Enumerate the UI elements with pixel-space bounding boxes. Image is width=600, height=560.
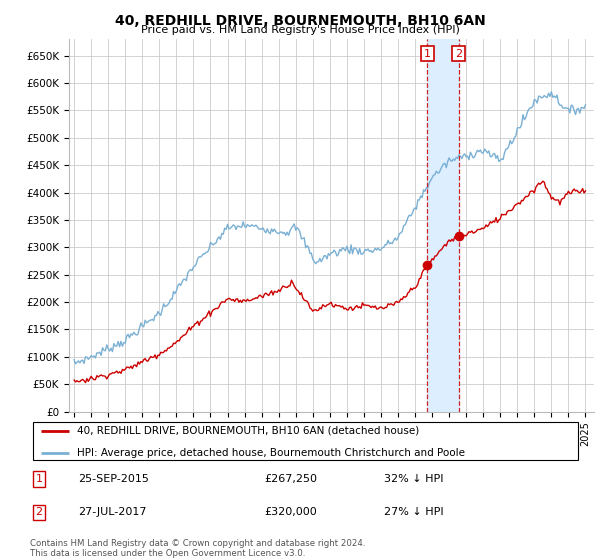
Text: 1: 1 bbox=[35, 474, 43, 484]
Text: 25-SEP-2015: 25-SEP-2015 bbox=[78, 474, 149, 484]
Text: 40, REDHILL DRIVE, BOURNEMOUTH, BH10 6AN: 40, REDHILL DRIVE, BOURNEMOUTH, BH10 6AN bbox=[115, 14, 485, 28]
Text: HPI: Average price, detached house, Bournemouth Christchurch and Poole: HPI: Average price, detached house, Bour… bbox=[77, 448, 465, 458]
Text: 40, REDHILL DRIVE, BOURNEMOUTH, BH10 6AN (detached house): 40, REDHILL DRIVE, BOURNEMOUTH, BH10 6AN… bbox=[77, 426, 419, 436]
Text: 2: 2 bbox=[35, 507, 43, 517]
FancyBboxPatch shape bbox=[33, 422, 578, 460]
Text: 1: 1 bbox=[424, 49, 431, 58]
Text: 32% ↓ HPI: 32% ↓ HPI bbox=[384, 474, 443, 484]
Text: 2: 2 bbox=[455, 49, 463, 58]
Text: Contains HM Land Registry data © Crown copyright and database right 2024.
This d: Contains HM Land Registry data © Crown c… bbox=[30, 539, 365, 558]
Text: Price paid vs. HM Land Registry's House Price Index (HPI): Price paid vs. HM Land Registry's House … bbox=[140, 25, 460, 35]
Bar bbox=[427, 39, 459, 412]
Text: £320,000: £320,000 bbox=[264, 507, 317, 517]
Text: 27% ↓ HPI: 27% ↓ HPI bbox=[384, 507, 443, 517]
Text: £267,250: £267,250 bbox=[264, 474, 317, 484]
Text: 27-JUL-2017: 27-JUL-2017 bbox=[78, 507, 146, 517]
